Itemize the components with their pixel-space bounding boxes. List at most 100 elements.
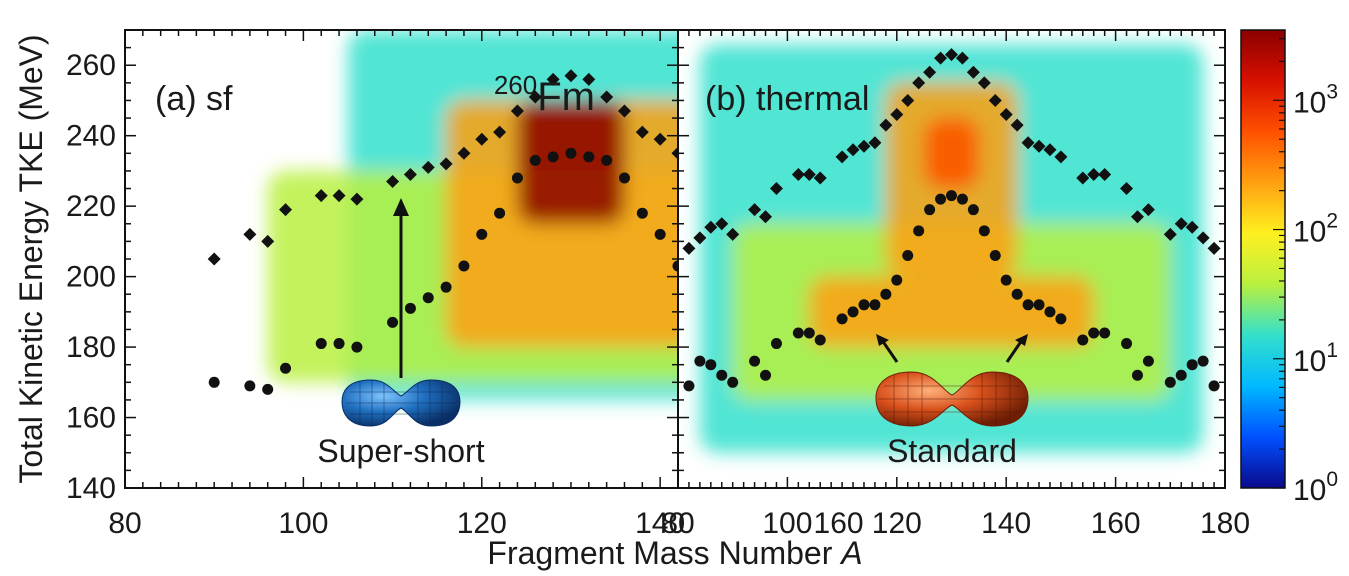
diamond-point-b-20 (934, 51, 948, 65)
x-tick-label-b-180: 180 (1200, 507, 1250, 540)
diamond-point-a-21 (635, 125, 649, 139)
dot-point-b-21 (946, 190, 957, 202)
dot-point-b-30 (1044, 306, 1056, 318)
y-tick-label-200: 200 (66, 261, 116, 294)
dot-point-b-39 (1175, 369, 1187, 381)
diamond-point-b-36 (1130, 210, 1144, 224)
x-axis-label-symbol: A (839, 535, 862, 571)
dot-point-b-13 (858, 299, 870, 311)
diamond-point-b-10 (813, 171, 827, 185)
panel-a-label: (a) sf (155, 80, 233, 118)
x-tick-label-b-100: 100 (762, 507, 812, 540)
x-tick-label-b-140: 140 (981, 507, 1031, 540)
dot-point-b-34 (1099, 327, 1111, 339)
heat-region-b-4 (924, 118, 979, 189)
dot-point-a-22 (654, 228, 666, 240)
y-tick-label-260: 260 (66, 49, 116, 82)
super-short-shape-grid (346, 380, 456, 426)
diamond-point-a-5 (332, 189, 346, 203)
panel-a-arrow-head (393, 198, 409, 216)
diamond-point-b-39 (1174, 217, 1188, 231)
diamond-point-b-34 (1098, 167, 1112, 181)
diamond-point-b-24 (977, 76, 991, 90)
dot-point-b-37 (1142, 355, 1154, 367)
dot-point-b-25 (989, 249, 1001, 261)
diamond-point-b-11 (835, 150, 849, 164)
diamond-point-b-16 (890, 108, 904, 122)
x-axis-label: Fragment Mass Number A (487, 535, 862, 571)
dot-point-b-14 (869, 299, 881, 311)
dot-point-a-21 (636, 207, 648, 219)
diamond-point-a-8 (403, 167, 417, 181)
diamond-point-a-11 (457, 146, 471, 160)
diamond-point-b-18 (912, 76, 926, 90)
panel-a-sf: 80 100 120 140 160 140 160 180 200 220 240 260 (a) … (66, 29, 864, 540)
diamond-point-b-0 (682, 241, 696, 255)
dot-point-a-6 (351, 341, 363, 353)
dot-point-b-36 (1131, 369, 1143, 381)
dot-point-a-5 (333, 338, 345, 350)
diamond-point-b-21 (945, 48, 958, 62)
x-tick-label-a-140: 140 (635, 507, 685, 540)
super-short-label: Super-short (317, 433, 484, 469)
dot-point-b-24 (978, 225, 990, 237)
colorbar-label-base: 10 (1293, 474, 1326, 507)
colorbar-label-exp: 0 (1326, 468, 1338, 491)
nucleus-label: 260Fm (494, 70, 595, 119)
dot-point-b-27 (1011, 288, 1023, 300)
diamond-point-b-22 (955, 51, 969, 65)
diamond-point-b-28 (1021, 136, 1035, 150)
colorbar-label-exp: 1 (1326, 339, 1338, 362)
diamond-point-b-1 (693, 231, 707, 245)
diamond-point-a-13 (493, 125, 507, 139)
dot-point-b-19 (924, 204, 936, 216)
panel-b-ticks: 80 100 120 140 160 180 (661, 29, 1250, 540)
panel-b-arrow-right (1005, 339, 1024, 363)
diamond-point-b-2 (704, 220, 718, 234)
diamond-point-b-13 (857, 139, 871, 153)
diamond-point-a-6 (350, 192, 364, 206)
dot-point-b-6 (760, 369, 772, 381)
diamond-point-a-2 (261, 234, 275, 248)
dot-point-b-32 (1077, 334, 1089, 346)
diamond-point-a-15 (528, 90, 542, 104)
dot-point-b-8 (792, 327, 804, 339)
panel-a-ticks: 80 100 120 140 160 140 160 180 200 220 240 260 (66, 29, 864, 540)
diamond-point-b-19 (923, 65, 937, 79)
diamond-point-b-17 (901, 93, 915, 107)
colorbar-label-base: 10 (1293, 216, 1326, 249)
diamond-point-b-26 (999, 108, 1013, 122)
diamond-point-b-42 (1207, 241, 1221, 255)
dot-point-b-28 (1022, 299, 1034, 311)
y-tick-label-140: 140 (66, 472, 116, 505)
diamond-point-b-3 (715, 217, 729, 231)
panel-b-thermal: 80 100 120 140 160 180 (b) thermal Standard (661, 29, 1250, 540)
x-tick-label-b-160: 160 (1091, 507, 1141, 540)
dot-point-a-20 (618, 172, 630, 184)
dot-point-a-16 (547, 151, 559, 163)
nucleus-symbol: Fm (537, 75, 595, 119)
x-tick-label-b-80: 80 (661, 507, 694, 540)
dot-point-a-13 (494, 207, 506, 219)
dot-point-a-19 (601, 154, 613, 166)
diamond-point-b-35 (1120, 182, 1134, 196)
dot-point-a-12 (476, 228, 488, 240)
super-short-shape: Super-short (317, 198, 485, 469)
dot-point-b-11 (836, 313, 848, 325)
dot-point-a-4 (315, 338, 327, 350)
diamond-point-a-12 (475, 132, 489, 146)
dot-point-a-14 (511, 172, 523, 184)
dot-point-a-0 (208, 376, 220, 388)
x-tick-label-a-100: 100 (278, 507, 328, 540)
dot-point-b-9 (803, 327, 815, 339)
colorbar-label-exp: 3 (1326, 80, 1338, 103)
dot-point-a-7 (387, 316, 399, 328)
dot-point-b-31 (1055, 313, 1067, 325)
diamond-point-b-32 (1076, 171, 1090, 185)
dot-point-a-11 (458, 260, 470, 272)
heat-region-a-3 (517, 100, 625, 224)
dot-point-b-4 (727, 376, 739, 388)
panel-b-markers (682, 48, 1221, 392)
